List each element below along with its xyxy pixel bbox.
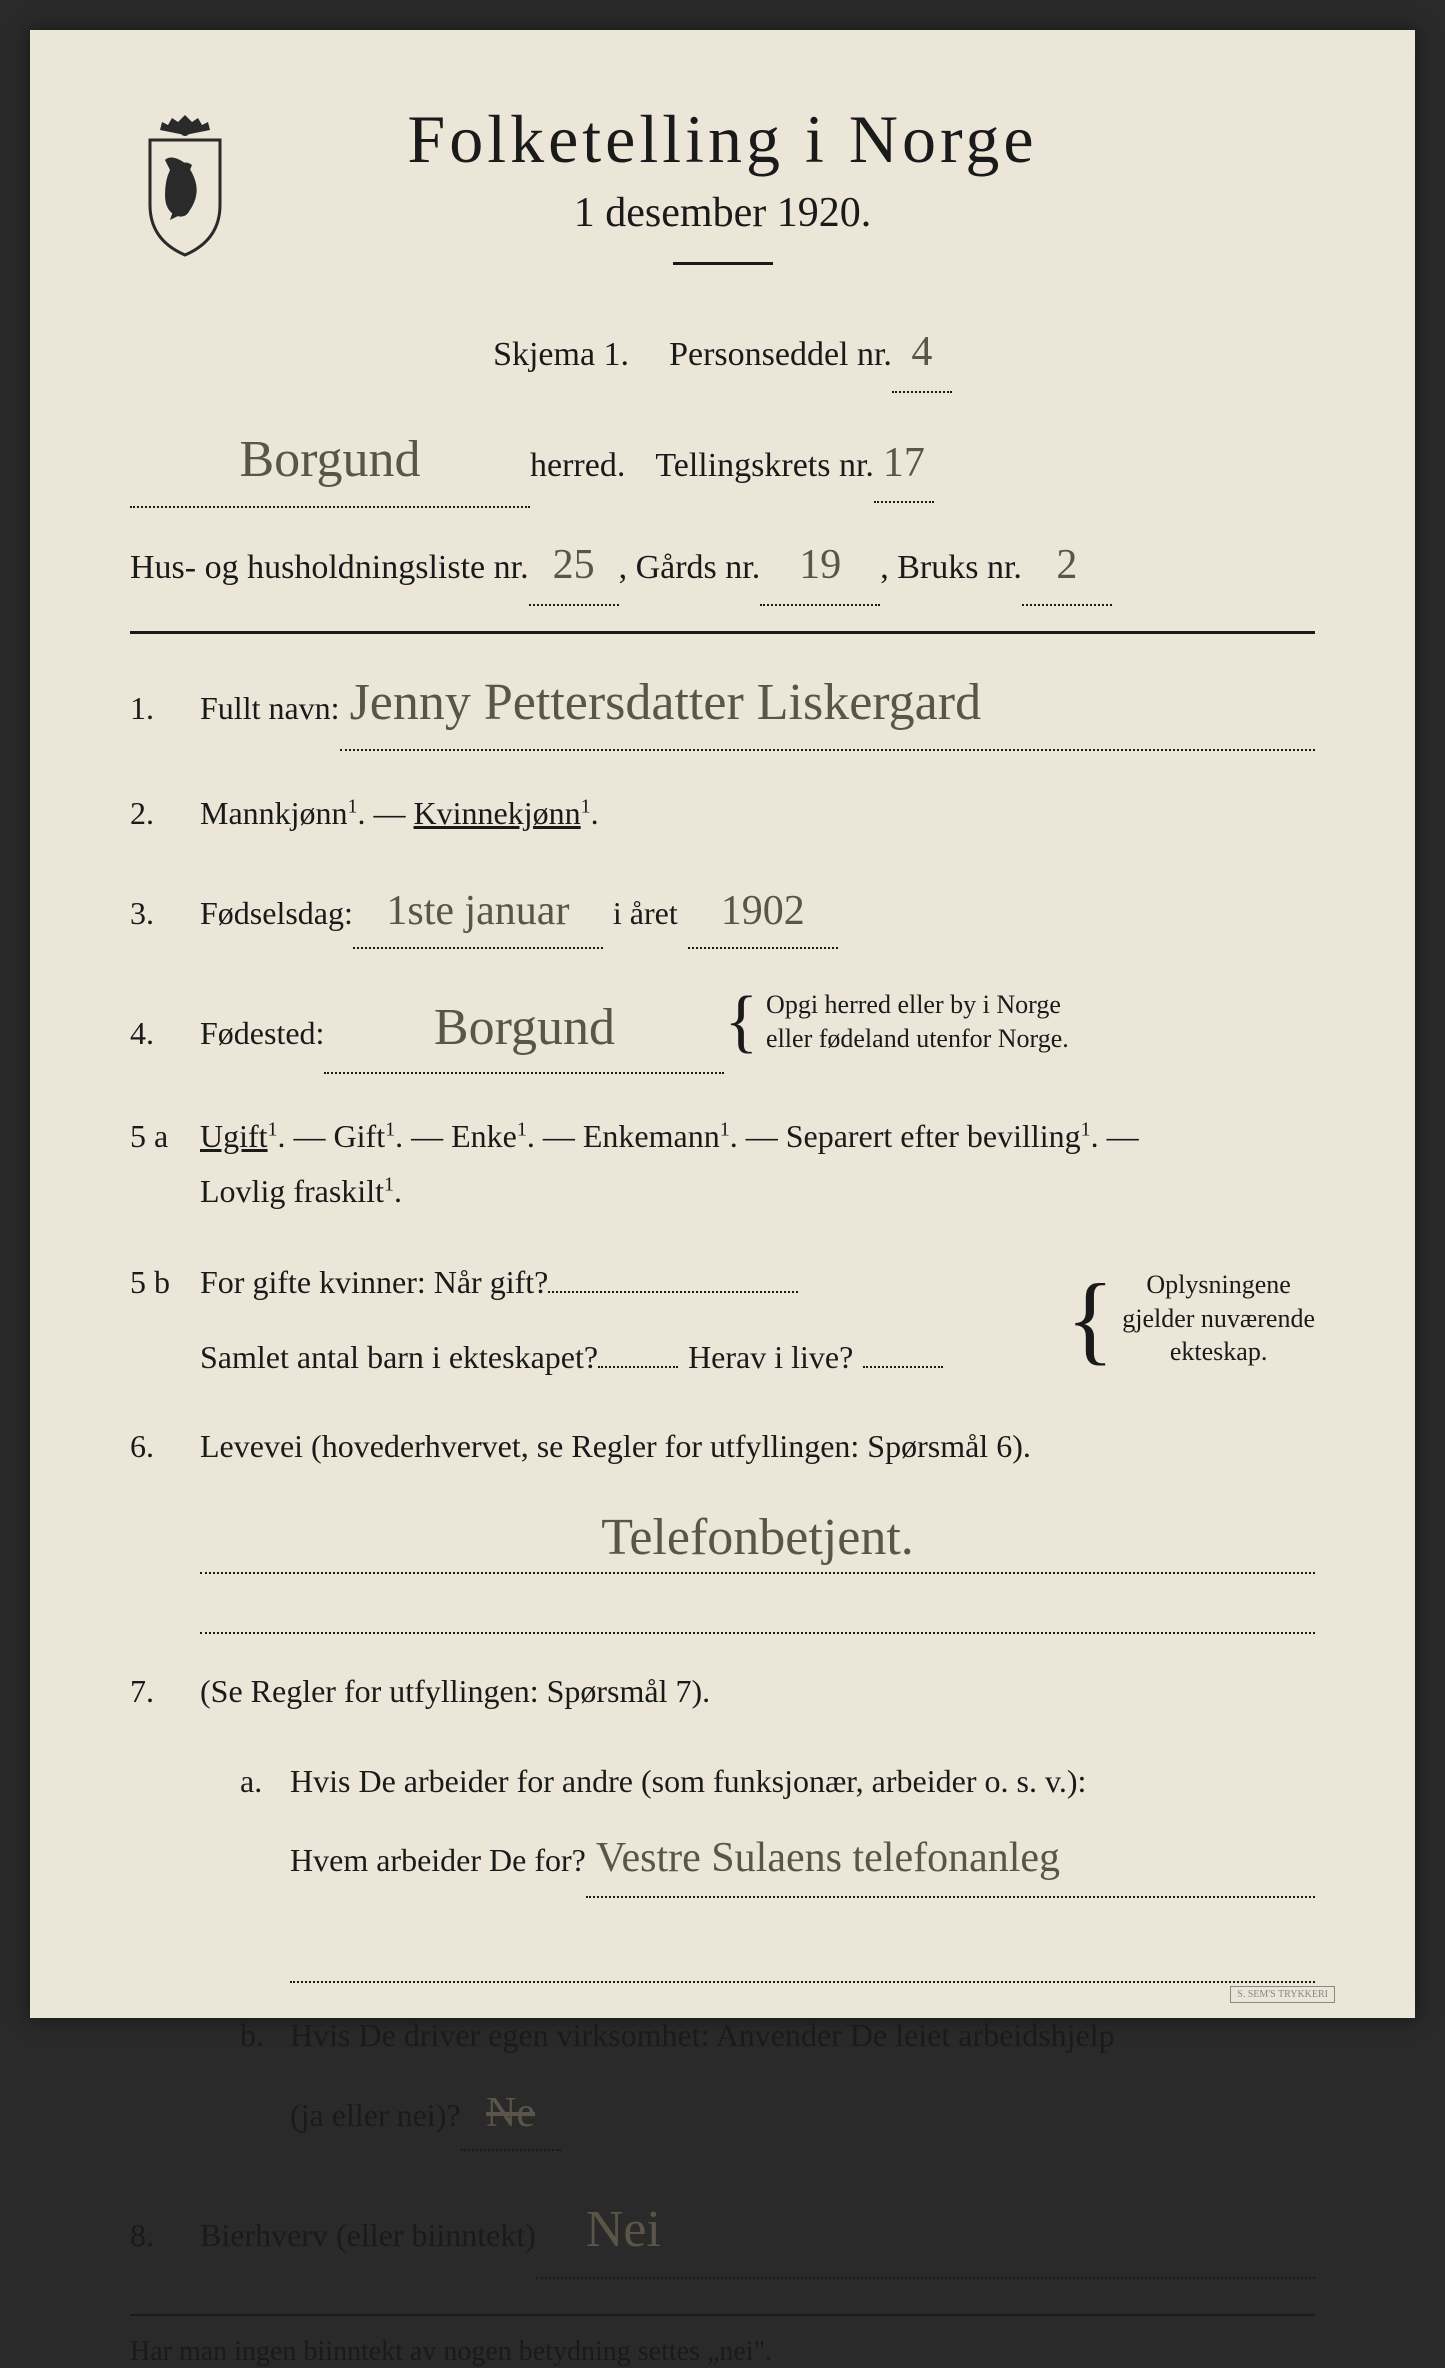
gards-label: , Gårds nr.: [619, 537, 761, 598]
q1-label: Fullt navn:: [200, 681, 340, 735]
personseddel-label: Personseddel nr.: [669, 324, 892, 385]
q8-num: 8.: [130, 2208, 200, 2262]
section-divider: [130, 631, 1315, 634]
q7b-label1: Hvis De driver egen virksomhet: Anvender…: [290, 2008, 1315, 2062]
divider: [673, 262, 773, 265]
q6: 6. Levevei (hovederhvervet, se Regler fo…: [130, 1419, 1315, 1473]
q7a-num: a.: [240, 1754, 290, 1808]
q2-female: Kvinnekjønn: [414, 795, 581, 831]
q3-year: 1902: [688, 876, 838, 949]
printer-stamp: S. SEM'S TRYKKERI: [1230, 1986, 1335, 2003]
husliste-label: Hus- og husholdningsliste nr.: [130, 537, 529, 598]
q1: 1. Fullt navn: Jenny Pettersdatter Liske…: [130, 659, 1315, 751]
q5a-ugift: Ugift: [200, 1118, 268, 1154]
q5a-gift: Gift: [334, 1118, 386, 1154]
q6-answer-2: [200, 1584, 1315, 1634]
q5a-separert: Separert efter bevilling: [786, 1118, 1081, 1154]
q4-num: 4.: [130, 1006, 200, 1060]
q7a-answer-2: [290, 1933, 1315, 1983]
q3: 3. Fødselsdag: 1ste januar i året 1902: [130, 876, 1315, 949]
footer-divider: [130, 2314, 1315, 2316]
q5b-label1: For gifte kvinner: Når gift?: [200, 1255, 548, 1309]
header: Folketelling i Norge 1 desember 1920.: [130, 100, 1315, 295]
q1-num: 1.: [130, 681, 200, 735]
census-form-page: Folketelling i Norge 1 desember 1920. Sk…: [30, 30, 1415, 2018]
main-title: Folketelling i Norge: [280, 100, 1165, 179]
bruks-label: , Bruks nr.: [880, 537, 1022, 598]
q7a-label2: Hvem arbeider De for?: [290, 1833, 586, 1887]
q6-answer: Telefonbetjent.: [200, 1508, 1315, 1574]
skjema-label: Skjema 1.: [493, 324, 629, 385]
tellingskrets-label: Tellingskrets nr.: [655, 435, 874, 496]
q1-value: Jenny Pettersdatter Liskergard: [340, 659, 1315, 751]
title-block: Folketelling i Norge 1 desember 1920.: [280, 100, 1315, 295]
q7a-value: Vestre Sulaens telefonanleg: [586, 1823, 1315, 1898]
q2: 2. Mannkjønn1. — Kvinnekjønn1.: [130, 786, 1315, 840]
q5b-num: 5 b: [130, 1255, 200, 1309]
herred-value: Borgund: [130, 413, 530, 509]
q5a-enke: Enke: [451, 1118, 517, 1154]
q3-day: 1ste januar: [353, 876, 603, 949]
q5a-enkemann: Enkemann: [583, 1118, 720, 1154]
q5b-label3: Herav i live?: [678, 1330, 863, 1384]
q4: 4. Fødested: Borgund { Opgi herred eller…: [130, 984, 1315, 1074]
subtitle: 1 desember 1920.: [280, 189, 1165, 237]
q5a-num: 5 a: [130, 1109, 200, 1163]
q8-label: Bierhverv (eller biinntekt): [200, 2208, 536, 2262]
q4-note: { Opgi herred eller by i Norge eller fød…: [724, 988, 1068, 1056]
q7b-num: b.: [240, 2008, 290, 2062]
q7b-value: Ne: [461, 2078, 561, 2151]
q7-num: 7.: [130, 1664, 200, 1718]
husliste-value: 25: [529, 528, 619, 606]
q5b-live-value: [863, 1366, 943, 1368]
herred-label: herred.: [530, 435, 625, 496]
q8-value: Nei: [536, 2186, 1315, 2278]
personseddel-value: 4: [892, 315, 952, 393]
q5b-note: { Oplysningene gjelder nuværende ekteska…: [1066, 1268, 1315, 1369]
q6-num: 6.: [130, 1419, 200, 1473]
footer-note: Har man ingen biinntekt av nogen betydni…: [130, 2336, 1315, 2368]
q3-year-label: i året: [603, 886, 688, 940]
q3-label: Fødselsdag:: [200, 886, 353, 940]
q7a: a. Hvis De arbeider for andre (som funks…: [240, 1754, 1315, 1899]
bruks-value: 2: [1022, 528, 1112, 606]
q5b-gift-value: [548, 1253, 798, 1293]
q4-value: Borgund: [324, 984, 724, 1074]
q5b: 5 b For gifte kvinner: Når gift? Samlet …: [130, 1253, 1315, 1384]
tellingskrets-value: 17: [874, 426, 934, 504]
q7a-label1: Hvis De arbeider for andre (som funksjon…: [290, 1754, 1315, 1808]
q7b: b. Hvis De driver egen virksomhet: Anven…: [240, 2008, 1315, 2151]
skjema-row: Skjema 1. Personseddel nr. 4: [130, 315, 1315, 393]
q7b-label2: (ja eller nei)?: [290, 2088, 461, 2142]
q2-male: Mannkjønn: [200, 795, 348, 831]
q4-label: Fødested:: [200, 1006, 324, 1060]
q3-num: 3.: [130, 886, 200, 940]
husliste-row: Hus- og husholdningsliste nr. 25 , Gårds…: [130, 528, 1315, 606]
q5b-barn-value: [598, 1366, 678, 1368]
q6-label: Levevei (hovederhvervet, se Regler for u…: [200, 1428, 1031, 1464]
q7: 7. (Se Regler for utfyllingen: Spørsmål …: [130, 1664, 1315, 1718]
coat-of-arms-icon: [130, 110, 240, 260]
herred-row: Borgund herred. Tellingskrets nr. 17: [130, 413, 1315, 509]
q7-label: (Se Regler for utfyllingen: Spørsmål 7).: [200, 1673, 710, 1709]
q2-num: 2.: [130, 786, 200, 840]
q5b-label2: Samlet antal barn i ekteskapet?: [200, 1330, 598, 1384]
q5a: 5 a Ugift1. — Gift1. — Enke1. — Enkemann…: [130, 1109, 1315, 1218]
gards-value: 19: [760, 528, 880, 606]
q8: 8. Bierhverv (eller biinntekt) Nei: [130, 2186, 1315, 2278]
q5a-fraskilt: Lovlig fraskilt: [200, 1173, 384, 1209]
